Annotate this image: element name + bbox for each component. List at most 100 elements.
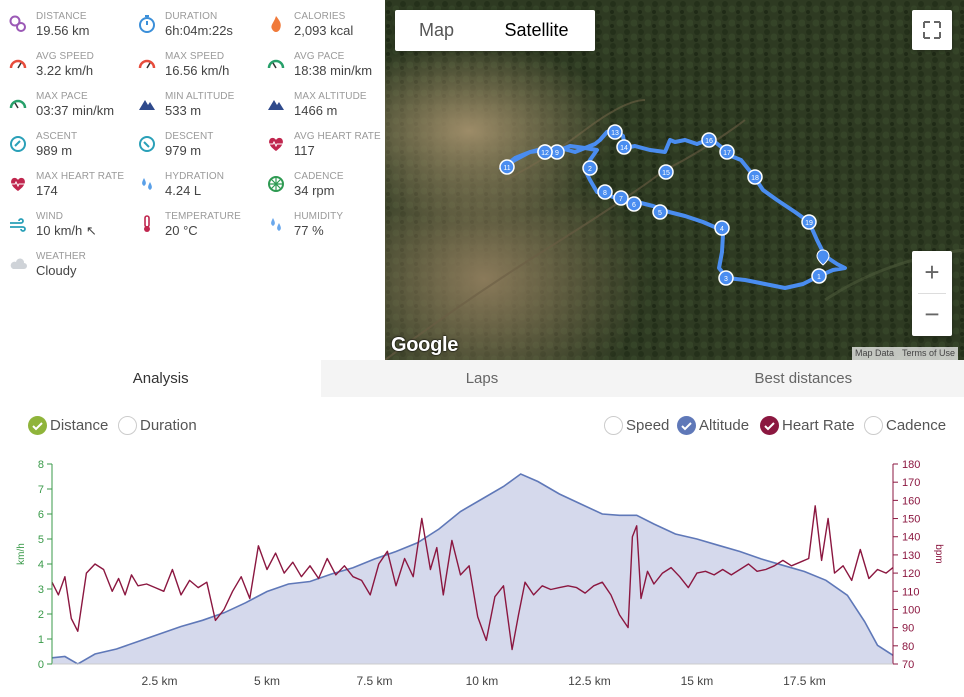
tab-bar: Analysis Laps Best distances (0, 360, 964, 397)
waypoint-marker[interactable] (747, 169, 763, 185)
stat-hydration: HYDRATION 4.24 L (129, 160, 254, 198)
fullscreen-button[interactable] (912, 10, 952, 50)
left-axis-tick-label: 8 (38, 459, 44, 471)
left-axis-tick-label: 6 (38, 509, 44, 521)
x-axis-tick-label: 15 km (681, 674, 714, 688)
stat-label: MAX ALTITUDE (294, 91, 367, 102)
stat-value: 6h:04m:22s (165, 23, 233, 38)
humidity-icon (271, 218, 281, 231)
right-axis-tick-label: 120 (902, 568, 920, 580)
mountain-icon (139, 100, 155, 110)
waypoint-label: 8 (603, 190, 607, 197)
altitude-line[interactable] (51, 473, 894, 665)
zoom-out-button[interactable]: − (924, 299, 940, 329)
waypoint-label: 3 (724, 276, 728, 283)
pace-gauge-icon (9, 99, 27, 109)
stat-value: 2,093 kcal (294, 23, 354, 38)
duration-option-label: Duration (140, 416, 197, 434)
zoom-divider (918, 293, 946, 294)
distance-pin-icon (9, 15, 26, 32)
waypoint-marker[interactable] (626, 196, 642, 212)
heart-rate-icon (11, 177, 25, 191)
x-axis-tick-label: 7.5 km (356, 674, 392, 688)
waypoint-marker[interactable] (658, 164, 674, 180)
x-axis-tick-label: 2.5 km (141, 674, 177, 688)
waypoint-label: 15 (662, 170, 670, 177)
waypoint-marker[interactable] (607, 124, 623, 140)
stat-label: AVG SPEED (36, 51, 94, 62)
waypoint-marker[interactable] (714, 220, 730, 236)
x-axis-tick-label: 10 km (466, 674, 499, 688)
stat-label: HYDRATION (165, 171, 225, 182)
series-altitude-option[interactable]: Altitude (677, 415, 749, 435)
right-axis-tick-label: 80 (902, 641, 914, 653)
stat-ascent: ASCENT 989 m (0, 120, 125, 158)
finish-pin-icon[interactable] (816, 249, 830, 266)
waypoint-label: 16 (705, 138, 713, 145)
series-heart-rate-option[interactable]: Heart Rate (760, 415, 855, 435)
tab-laps[interactable]: Laps (321, 360, 643, 397)
series-cadence-option[interactable]: Cadence (864, 415, 946, 435)
map-attribution: Map Data Terms of Use (851, 347, 958, 360)
waypoint-label: 14 (620, 145, 628, 152)
right-axis-tick-label: 180 (902, 459, 920, 471)
x-axis-duration-option[interactable]: Duration (118, 415, 197, 435)
descent-icon (139, 136, 155, 152)
map-type-satellite-button[interactable]: Satellite (504, 20, 569, 40)
map-data-link[interactable]: Map Data (854, 348, 894, 358)
waypoint-marker[interactable] (582, 160, 598, 176)
waypoint-marker[interactable] (701, 132, 717, 148)
map-view[interactable]: 12345678910111213141516171819 Map Satell… (385, 0, 964, 360)
zoom-in-button[interactable]: + (924, 257, 940, 287)
waypoint-label: 4 (720, 226, 724, 233)
waypoint-marker[interactable] (801, 214, 817, 230)
series-speed-option[interactable]: Speed (604, 415, 669, 435)
analysis-chart[interactable]: 0 1 2 3 4 5 6 7 8 70 80 90 100 110 120 130 140 150 160 170 1… (0, 450, 964, 697)
waypoint-marker[interactable] (652, 204, 668, 220)
tab-analysis[interactable]: Analysis (0, 360, 322, 397)
speed-option-label: Speed (626, 416, 670, 434)
stat-distance: DISTANCE 19.56 km (0, 0, 125, 38)
google-logo[interactable]: Google (391, 334, 459, 356)
terms-of-use-link[interactable]: Terms of Use (901, 348, 955, 358)
waypoint-label: 13 (611, 130, 619, 137)
altitude-area[interactable] (52, 474, 893, 664)
stat-cadence: CADENCE 34 rpm (258, 160, 383, 198)
stat-descent: DESCENT 979 m (129, 120, 254, 158)
waypoint-label: 5 (658, 210, 662, 217)
right-axis-label: bpm (933, 544, 944, 563)
waypoint-marker[interactable] (811, 268, 827, 284)
waypoint-marker[interactable] (616, 139, 632, 155)
cloud-icon (10, 258, 27, 269)
left-axis-tick-label: 3 (38, 584, 44, 596)
tab-best-distances[interactable]: Best distances (642, 360, 964, 397)
stat-label: DURATION (165, 11, 218, 22)
cadence-unchecked-icon (864, 415, 883, 435)
stat-label: CALORIES (294, 11, 346, 22)
heart-rate-line[interactable] (51, 505, 894, 651)
thermometer-icon (144, 215, 150, 232)
map-type-map-button[interactable]: Map (418, 20, 454, 40)
stat-value: 03:37 min/km (36, 103, 115, 118)
stat-label: WIND (36, 211, 64, 222)
waypoint-marker[interactable] (613, 190, 629, 206)
left-axis-tick-label: 7 (38, 484, 44, 496)
waypoint-label: 2 (588, 166, 592, 173)
flame-icon (271, 16, 281, 32)
left-axis-tick-label: 0 (38, 659, 44, 671)
waypoint-marker[interactable] (719, 144, 735, 160)
left-axis-tick-label: 2 (38, 609, 44, 621)
stat-value: 1466 m (294, 103, 338, 118)
waypoint-marker[interactable] (499, 159, 515, 175)
stat-max-speed: MAX SPEED 16.56 km/h (129, 40, 254, 78)
waypoint-label: 18 (751, 175, 759, 182)
waypoint-marker[interactable] (597, 184, 613, 200)
speedometer-icon (9, 59, 27, 69)
waypoint-marker[interactable] (537, 144, 553, 160)
left-axis-tick-label: 5 (38, 534, 44, 546)
x-axis-distance-option[interactable]: Distance (28, 415, 108, 435)
satellite-imagery[interactable]: 12345678910111213141516171819 (385, 0, 964, 360)
waypoint-marker[interactable] (718, 270, 734, 286)
right-axis-tick-label: 130 (902, 550, 920, 562)
waypoint-label: 12 (541, 150, 549, 157)
